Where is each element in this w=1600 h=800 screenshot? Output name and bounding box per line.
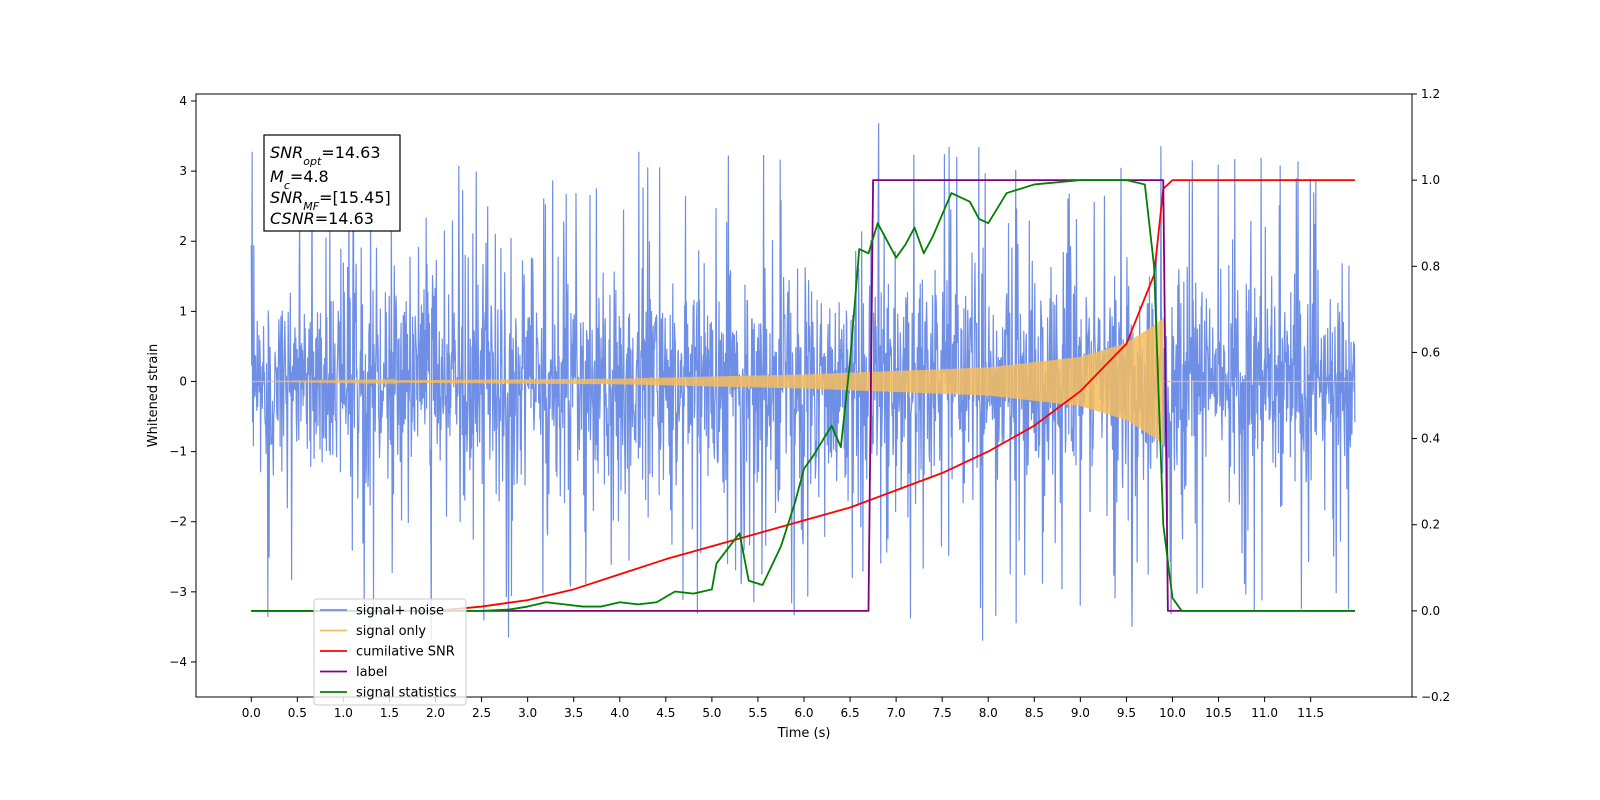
y-left-tick-label: 2: [179, 234, 187, 248]
x-tick-label: 2.0: [426, 706, 445, 720]
x-tick-label: 11.5: [1297, 706, 1324, 720]
x-tick-label: 5.0: [702, 706, 721, 720]
y-axis-label: Whitened strain: [146, 344, 161, 447]
snr-mf-value: =[15.45]: [319, 188, 391, 207]
y-left-tick-label: 3: [179, 164, 187, 178]
x-tick-label: 1.5: [380, 706, 399, 720]
x-tick-label: 5.5: [748, 706, 767, 720]
y-left-tick-label: −1: [169, 445, 187, 459]
signal-noise-series-layer: [250, 123, 1356, 641]
legend-signal-only-label: signal only: [356, 624, 426, 639]
x-tick-label: 10.0: [1159, 706, 1186, 720]
x-axis: 0.0 0.5 1.0 1.5 2.0 2.5 3.0 3.5 4.0 4.5 5.0 5.5 6.0 6…: [242, 697, 1324, 720]
chirp-mass-symbol: M: [270, 167, 284, 186]
line-series-layer: [251, 179, 1355, 612]
y-right-tick-label: 0.4: [1421, 432, 1440, 446]
signal-only-line: [251, 318, 1355, 445]
x-tick-label: 2.5: [472, 706, 491, 720]
snr-opt-symbol: SNR: [270, 143, 303, 162]
annotation-snr-mf: SNRMF=[15.45]: [270, 188, 391, 213]
annotation-frame: [263, 134, 401, 232]
legend-signal-statistics-label: signal statistics: [356, 686, 457, 701]
snr-mf-subscript: MF: [303, 200, 319, 213]
chirp-mass-subscript: c: [284, 179, 290, 192]
y-right-tick-label: −0.2: [1421, 690, 1450, 704]
cumulative-snr-line: [251, 179, 1355, 612]
x-tick-label: 6.5: [841, 706, 860, 720]
x-tick-label: 4.0: [610, 706, 629, 720]
x-tick-label: 6.0: [794, 706, 813, 720]
x-tick-label: 8.0: [979, 706, 998, 720]
x-tick-label: 11.0: [1251, 706, 1278, 720]
x-tick-label: 8.5: [1025, 706, 1044, 720]
y-right-tick-label: 0.0: [1421, 604, 1440, 618]
x-tick-label: 10.5: [1205, 706, 1232, 720]
snr-opt-subscript: opt: [303, 155, 322, 168]
signal-statistics-line: [251, 179, 1355, 612]
x-tick-label: 9.0: [1071, 706, 1090, 720]
y-right-tick-label: 0.6: [1421, 345, 1440, 359]
snr-opt-value: =14.63: [321, 143, 380, 162]
x-axis-label: Time (s): [777, 726, 831, 741]
x-tick-label: 3.0: [518, 706, 537, 720]
x-tick-label: 7.5: [933, 706, 952, 720]
x-tick-label: 4.5: [656, 706, 675, 720]
legend-label-label: label: [356, 665, 387, 680]
chirp-mass-value: =4.8: [290, 167, 329, 186]
y-axis-right: 1.2 1.0 0.8 0.6 0.4 0.2 0.0 −0.2: [1412, 87, 1450, 704]
x-tick-label: 0.0: [242, 706, 261, 720]
y-left-tick-label: −4: [169, 655, 187, 669]
legend-signal-noise-label: signal+ noise: [356, 604, 444, 619]
x-tick-label: 0.5: [288, 706, 307, 720]
x-tick-label: 3.5: [564, 706, 583, 720]
y-right-tick-label: 1.0: [1421, 173, 1440, 187]
y-axis-left: 4 3 2 1 0 −1 −2 −3 −4: [169, 94, 196, 669]
x-tick-label: 1.0: [334, 706, 353, 720]
y-left-tick-label: 0: [179, 374, 187, 388]
csnr-symbol: CSNR: [270, 209, 315, 228]
legend-cumulative-snr-label: cumilative SNR: [356, 645, 455, 660]
x-tick-label: 9.5: [1117, 706, 1136, 720]
y-left-tick-label: −3: [169, 585, 187, 599]
y-left-tick-label: 4: [179, 94, 187, 108]
annotation-csnr: CSNR=14.63: [270, 209, 374, 228]
y-right-tick-label: 1.2: [1421, 87, 1440, 101]
snr-mf-symbol: SNR: [270, 188, 303, 207]
y-right-tick-label: 0.8: [1421, 259, 1440, 273]
x-tick-label: 7.0: [887, 706, 906, 720]
csnr-value: =14.63: [315, 209, 374, 228]
y-right-tick-label: 0.2: [1421, 518, 1440, 532]
y-left-tick-label: 1: [179, 304, 187, 318]
y-left-tick-label: −2: [169, 515, 187, 529]
legend: signal+ noise signal only cumilative SNR la…: [313, 598, 467, 706]
annotation-snr-opt: SNRopt=14.63: [270, 143, 381, 168]
signal-noise-line: [250, 123, 1356, 641]
metrics-annotation-box: SNRopt=14.63 Mc=4.8 SNRMF=[15.45] CSNR=1…: [263, 134, 401, 232]
signal-only-series-layer: [251, 318, 1355, 445]
legend-frame: [313, 598, 467, 706]
annotation-chirp-mass: Mc=4.8: [270, 167, 329, 192]
